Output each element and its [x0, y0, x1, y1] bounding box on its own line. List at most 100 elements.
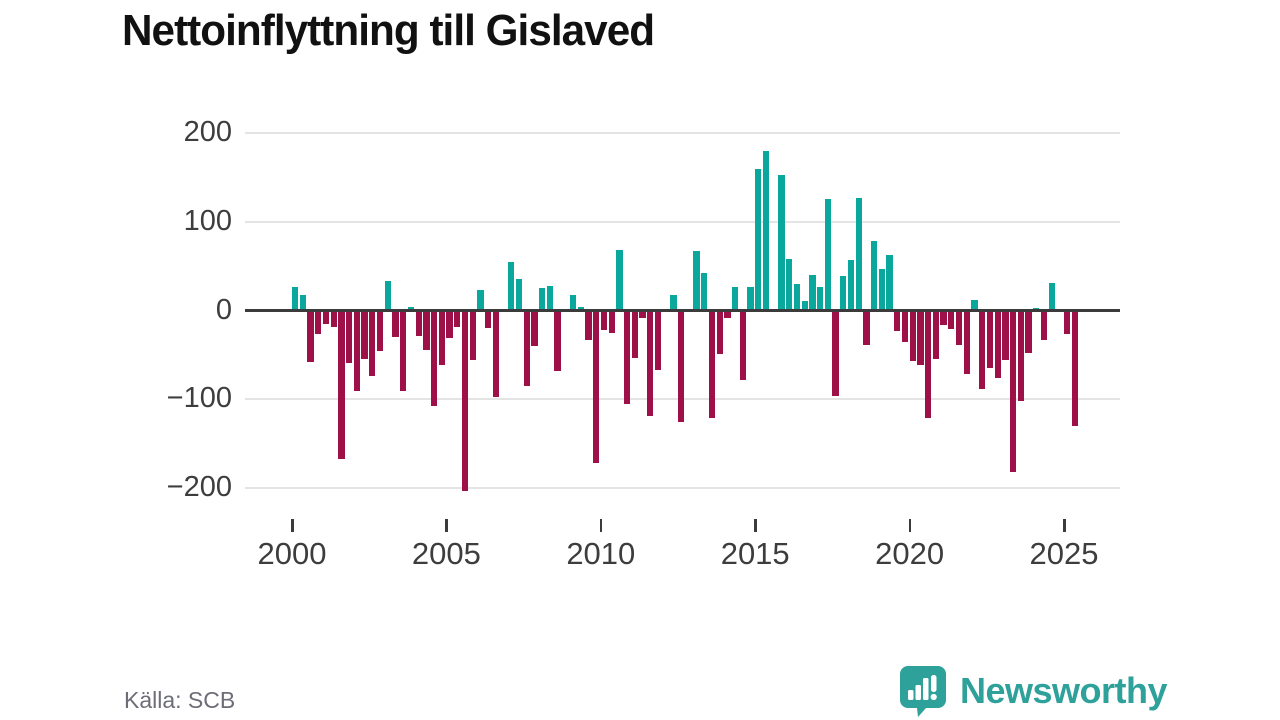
bar-quarter-75	[871, 241, 878, 311]
bar-quarter-23	[469, 310, 476, 361]
bar-quarter-40	[600, 310, 608, 330]
y-axis-tick-label: −200	[166, 470, 232, 503]
bar-quarter-53	[701, 273, 708, 311]
bar-quarter-18	[430, 310, 438, 407]
bar-quarter-64	[786, 259, 793, 311]
bar-quarter-72	[847, 259, 855, 311]
bar-quarter-80	[909, 310, 916, 362]
bar-quarter-22	[461, 310, 469, 492]
x-axis-tick	[599, 519, 603, 532]
bar-quarter-68	[816, 286, 824, 311]
bar-quarter-71	[840, 275, 847, 311]
bar-quarter-31	[531, 310, 538, 346]
bar-quarter-12	[384, 281, 391, 311]
bar-quarter-49	[670, 294, 677, 311]
bar-quarter-44	[631, 310, 638, 359]
bar-quarter-10	[369, 310, 376, 377]
bar-quarter-97	[1040, 310, 1048, 340]
bar-quarter-83	[932, 310, 940, 360]
bar-quarter-26	[492, 310, 500, 398]
bar-quarter-69	[824, 198, 831, 311]
brand-name: Newsworthy	[960, 670, 1168, 711]
bar-quarter-41	[608, 310, 615, 333]
gridline-200	[245, 132, 1120, 135]
bar-quarter-78	[894, 310, 901, 331]
newsworthy-bubble-chart-icon	[898, 664, 948, 718]
bar-quarter-6	[338, 310, 345, 459]
bar-quarter-8	[353, 310, 361, 392]
y-axis-tick-label: 100	[183, 204, 232, 237]
bar-quarter-61	[762, 150, 770, 311]
x-axis-tick	[1063, 519, 1066, 532]
bar-quarter-15	[407, 306, 415, 311]
bar-quarter-43	[623, 310, 631, 404]
bar-quarter-37	[577, 306, 584, 311]
bar-quarter-93	[1009, 310, 1017, 472]
bar-quarter-98	[1048, 283, 1055, 311]
brand-logo: Newsworthy	[898, 664, 1168, 718]
y-axis-labels: 200 100 0 −100 −200	[128, 116, 232, 520]
x-axis-tick-label: 2005	[411, 536, 481, 571]
bar-quarter-32	[539, 288, 546, 311]
bar-quarter-38	[585, 310, 592, 340]
plot-area: 2000 2005 2010 2015 2020 2025	[245, 120, 1120, 580]
bar-quarter-16	[415, 310, 422, 337]
bar-quarter-66	[801, 300, 808, 311]
bar-quarter-90	[986, 310, 994, 369]
x-axis-tick	[754, 519, 757, 532]
bar-quarter-33	[546, 285, 554, 311]
bar-quarter-77	[886, 254, 893, 311]
source-note: Källa: SCB	[124, 687, 236, 713]
bar-quarter-65	[793, 283, 801, 311]
bar-quarter-19	[438, 310, 445, 366]
bar-quarter-81	[917, 310, 924, 365]
bar-quarter-92	[1002, 310, 1009, 361]
y-axis-tick-label: 200	[183, 116, 232, 149]
bar-quarter-46	[647, 310, 654, 417]
bar-quarter-2	[307, 310, 314, 362]
bar-quarter-13	[392, 310, 399, 338]
bar-quarter-74	[863, 310, 870, 346]
zero-baseline	[245, 309, 1120, 312]
x-axis-tick-label: 2000	[257, 536, 327, 571]
bar-quarter-59	[747, 287, 754, 311]
bar-quarter-95	[1025, 310, 1032, 354]
bar-quarter-42	[616, 250, 623, 311]
bar-quarter-11	[376, 310, 384, 352]
bar-quarter-7	[346, 310, 353, 363]
bar-quarter-24	[477, 290, 484, 311]
bar-quarter-76	[878, 268, 886, 311]
x-axis-tick	[908, 519, 912, 532]
bar-quarter-9	[361, 310, 368, 360]
bar-quarter-45	[639, 310, 646, 318]
bar-quarter-29	[515, 279, 523, 311]
bar-quarter-60	[755, 168, 762, 311]
bar-quarter-56	[724, 310, 731, 318]
bar-quarter-30	[523, 310, 530, 386]
bar-quarter-25	[485, 310, 492, 329]
bar-quarter-20	[446, 310, 453, 338]
bar-quarter-70	[832, 310, 839, 396]
bar-quarter-14	[400, 310, 407, 392]
bar-quarter-79	[901, 310, 909, 342]
bar-quarter-101	[1071, 310, 1079, 426]
gridline-100	[245, 220, 1120, 223]
bar-quarter-4	[322, 310, 330, 324]
bar-quarter-28	[508, 261, 515, 311]
x-axis-tick-label: 2020	[875, 536, 945, 571]
bar-quarter-67	[809, 275, 816, 311]
bar-quarter-50	[678, 310, 685, 423]
bar-quarter-58	[739, 310, 747, 380]
bar-quarter-88	[971, 299, 978, 311]
bar-quarter-84	[940, 310, 947, 325]
chart-title: Nettoinflyttning till Gislaved	[122, 6, 655, 55]
bar-quarter-36	[569, 294, 577, 311]
bar-quarter-55	[716, 310, 723, 354]
bar-quarter-85	[948, 310, 955, 330]
y-axis-tick-label: 0	[215, 293, 232, 326]
bar-quarter-21	[454, 310, 461, 328]
bar-quarter-39	[593, 310, 600, 464]
bar-quarter-63	[778, 174, 785, 311]
bar-quarter-100	[1064, 310, 1071, 334]
